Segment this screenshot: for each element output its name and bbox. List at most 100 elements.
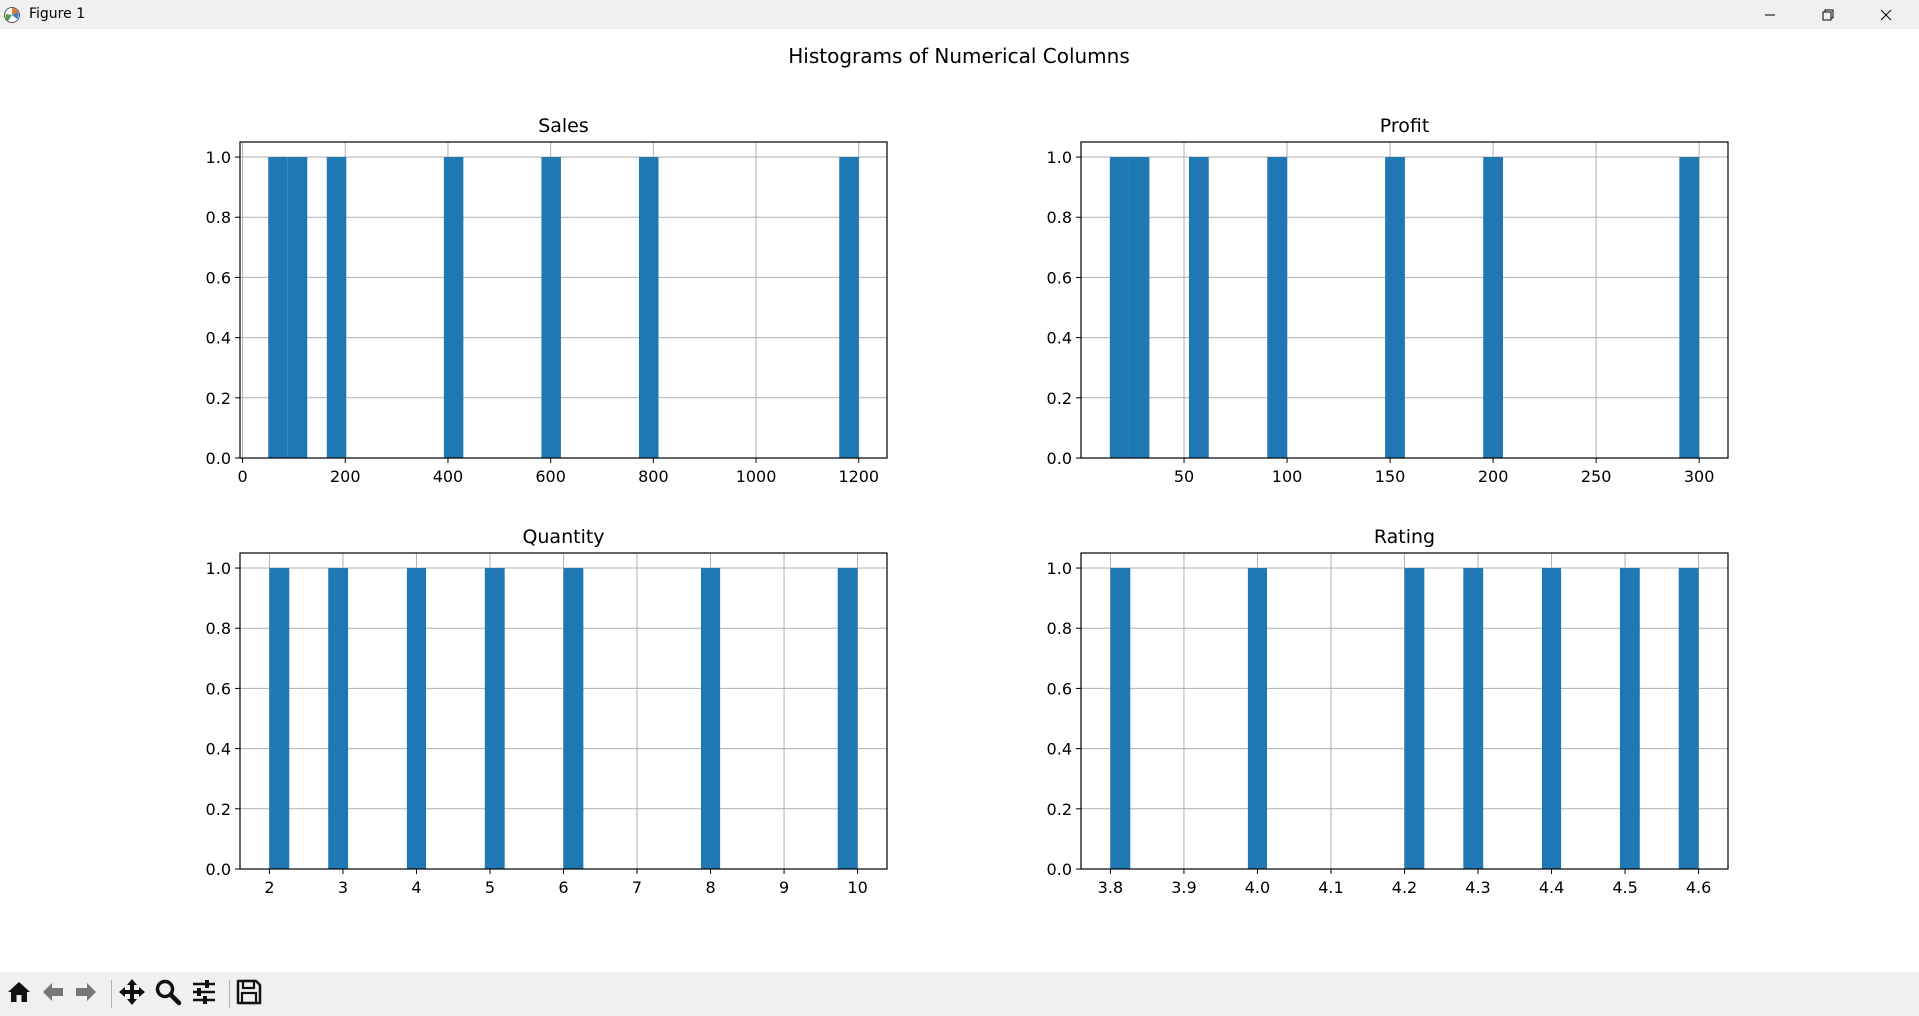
save-icon	[235, 978, 263, 1010]
home-icon	[6, 979, 32, 1009]
y-tick-label: 1.0	[1047, 559, 1072, 578]
x-tick-label: 100	[1272, 467, 1303, 486]
configure-subplots-button[interactable]	[189, 979, 219, 1009]
y-tick-label: 0.8	[206, 208, 231, 227]
x-tick-label: 300	[1684, 467, 1715, 486]
x-tick-label: 50	[1174, 467, 1194, 486]
figure-canvas[interactable]: Histograms of Numerical Columns 0 200 400 6…	[0, 29, 1919, 972]
toolbar-separator	[111, 980, 112, 1008]
window-titlebar: Figure 1	[0, 0, 1919, 29]
y-tick-label: 0.2	[1047, 800, 1072, 819]
y-tick-label: 0.4	[1047, 329, 1072, 348]
histogram-bar	[1619, 568, 1640, 869]
histogram-bar	[563, 568, 584, 869]
histogram-bar	[268, 157, 288, 459]
axes-frame	[239, 141, 888, 459]
subplot-title: Quantity	[522, 526, 604, 548]
y-tick-label: 0.6	[1047, 268, 1072, 287]
subplot-title: Profit	[1380, 115, 1430, 137]
y-tick-label: 0.6	[206, 679, 231, 698]
histogram-bar	[443, 157, 464, 459]
zoom-icon	[154, 978, 182, 1010]
y-tick-label: 0.4	[206, 329, 231, 348]
histogram-bar	[700, 568, 721, 869]
axes-frame	[1080, 141, 1729, 459]
histogram-bar	[1267, 157, 1288, 459]
forward-arrow-icon	[73, 979, 99, 1009]
histogram-bar	[837, 568, 858, 869]
y-tick-label: 0.8	[1047, 208, 1072, 227]
y-tick-label: 0.8	[1047, 619, 1072, 638]
x-tick-label: 250	[1581, 467, 1612, 486]
home-button[interactable]	[4, 979, 34, 1009]
x-tick-label: 4.5	[1612, 878, 1637, 897]
histogram-bar	[839, 157, 859, 459]
histogram-bar	[1463, 568, 1484, 869]
x-tick-label: 5	[485, 878, 495, 897]
configure-subplots-icon	[190, 978, 218, 1010]
y-tick-label: 0.2	[206, 800, 231, 819]
subplot-title: Rating	[1374, 526, 1435, 548]
save-button[interactable]	[234, 979, 264, 1009]
histogram-bar	[406, 568, 427, 869]
zoom-button[interactable]	[153, 979, 183, 1009]
histogram-bar	[541, 157, 561, 459]
restore-button[interactable]	[1799, 0, 1857, 29]
y-tick-label: 0.8	[206, 619, 231, 638]
x-tick-label: 3.8	[1098, 878, 1123, 897]
minimize-button[interactable]	[1741, 0, 1799, 29]
y-tick-label: 1.0	[206, 148, 231, 167]
x-tick-label: 9	[779, 878, 789, 897]
x-tick-label: 3	[338, 878, 348, 897]
y-tick-label: 0.2	[1047, 389, 1072, 408]
y-tick-label: 0.6	[1047, 679, 1072, 698]
close-icon	[1880, 9, 1892, 21]
histogram-bar	[326, 157, 347, 459]
navigation-toolbar	[0, 972, 1919, 1016]
histogram-bar	[1404, 568, 1425, 869]
y-tick-label: 1.0	[206, 559, 231, 578]
forward-button[interactable]	[71, 979, 101, 1009]
histogram-bar	[1188, 157, 1209, 459]
histogram-bar	[1678, 568, 1699, 869]
histogram-bar	[1541, 568, 1562, 869]
y-tick-label: 0.4	[1047, 740, 1072, 759]
histogram-figure: Histograms of Numerical Columns 0 200 400 6…	[206, 44, 1729, 897]
x-tick-label: 4.4	[1539, 878, 1564, 897]
back-button[interactable]	[38, 979, 68, 1009]
x-tick-label: 4	[411, 878, 421, 897]
y-tick-label: 0.4	[206, 740, 231, 759]
histogram-bar	[1110, 568, 1131, 869]
x-tick-label: 800	[638, 467, 669, 486]
pan-icon	[118, 978, 146, 1010]
back-arrow-icon	[40, 979, 66, 1009]
y-tick-label: 0.0	[206, 449, 231, 468]
histogram-bar	[1109, 157, 1130, 459]
subplot-profit: 50 100 150 200 250 300 0.0 0.2 0.4 0.6 0.8 1.0 Profi…	[1047, 115, 1729, 486]
axes-background	[240, 142, 887, 458]
x-tick-label: 200	[1478, 467, 1509, 486]
x-tick-label: 6	[558, 878, 568, 897]
histogram-bar	[1385, 157, 1405, 459]
x-tick-label: 4.0	[1245, 878, 1270, 897]
window-title: Figure 1	[29, 6, 86, 22]
histogram-bar	[1129, 157, 1150, 459]
histogram-bar	[1247, 568, 1268, 869]
y-tick-label: 1.0	[1047, 148, 1072, 167]
x-tick-label: 400	[433, 467, 464, 486]
x-tick-label: 2	[264, 878, 274, 897]
figure-suptitle: Histograms of Numerical Columns	[788, 44, 1130, 68]
y-tick-label: 0.0	[206, 860, 231, 879]
x-tick-label: 0	[237, 467, 247, 486]
x-tick-label: 600	[535, 467, 566, 486]
y-tick-label: 0.6	[206, 268, 231, 287]
subplot-quantity: 2 3 4 5 6 7 8 9 10 0.0 0.2 0.4 0.6 0.8 1.0 Quantity	[206, 526, 888, 897]
pan-button[interactable]	[117, 979, 147, 1009]
histogram-bar	[328, 568, 349, 869]
subplot-rating: 3.8 3.9 4.0 4.1 4.2 4.3 4.4 4.5 4.6 0.0 0.2 0.4 0.6 0…	[1047, 526, 1729, 897]
x-tick-label: 4.3	[1465, 878, 1490, 897]
minimize-icon	[1764, 9, 1776, 21]
close-button[interactable]	[1857, 0, 1915, 29]
x-tick-label: 200	[330, 467, 361, 486]
subplot-sales: 0 200 400 600 800 1000 1200 0.0 0.2 0.4 0.6 0.8 1.0 S…	[206, 115, 888, 486]
